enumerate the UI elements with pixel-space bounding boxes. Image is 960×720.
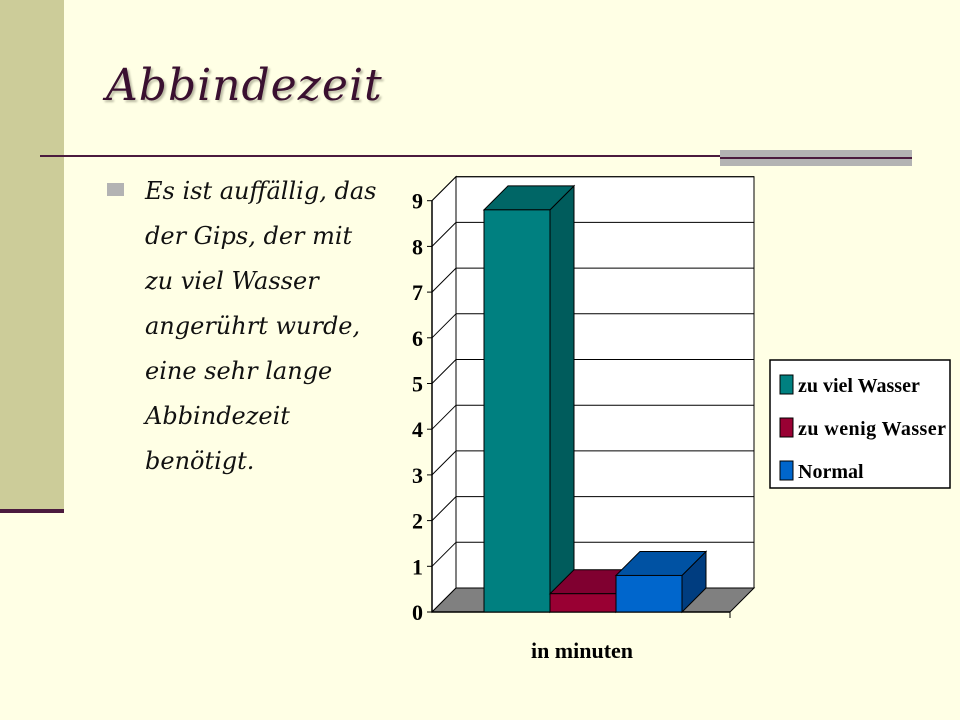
y-tick-label: 1 <box>412 554 423 579</box>
bar-1 <box>549 593 617 613</box>
y-tick-label: 4 <box>412 417 423 442</box>
title-rule <box>40 155 912 157</box>
y-tick-label: 3 <box>412 463 423 488</box>
y-tick-label: 5 <box>412 372 423 397</box>
bar-0 <box>483 209 551 613</box>
legend-box <box>769 359 951 489</box>
gridline-side <box>431 222 457 247</box>
y-tick-label: 6 <box>412 326 423 351</box>
y-tick-label: 8 <box>412 234 423 259</box>
title-rule-accent <box>720 150 912 166</box>
gridline-side <box>431 359 457 384</box>
y-tick-label: 7 <box>412 280 423 305</box>
gridline-side <box>431 496 457 521</box>
legend-swatch-0 <box>779 374 794 395</box>
gridline-side <box>431 176 457 202</box>
gridline-side <box>431 404 457 430</box>
legend-swatch-2 <box>779 460 794 481</box>
bullet-square-icon <box>107 183 124 196</box>
y-tick-label: 2 <box>412 509 423 534</box>
gridline-side <box>431 450 457 476</box>
bar-2 <box>615 574 683 613</box>
gridline-side <box>431 541 457 567</box>
left-accent-line <box>0 509 64 513</box>
bar-side-0 <box>549 184 575 614</box>
y-tick-label: 0 <box>412 600 423 625</box>
gridline-side <box>431 267 457 293</box>
chart-side-wall <box>431 175 457 614</box>
slide-title: Abbindezeit <box>106 60 383 111</box>
legend-label-2: Normal <box>798 461 864 483</box>
y-tick-label: 9 <box>412 189 423 214</box>
left-accent-band <box>0 0 64 510</box>
bullet-text: Es ist auffällig, das der Gips, der mit … <box>145 177 377 475</box>
x-axis-label: in minuten <box>531 638 633 663</box>
gridline-side <box>431 313 457 339</box>
legend-label-1: zu wenig Wasser <box>798 418 946 440</box>
legend-swatch-1 <box>779 417 794 438</box>
legend-label-0: zu viel Wasser <box>798 375 920 397</box>
